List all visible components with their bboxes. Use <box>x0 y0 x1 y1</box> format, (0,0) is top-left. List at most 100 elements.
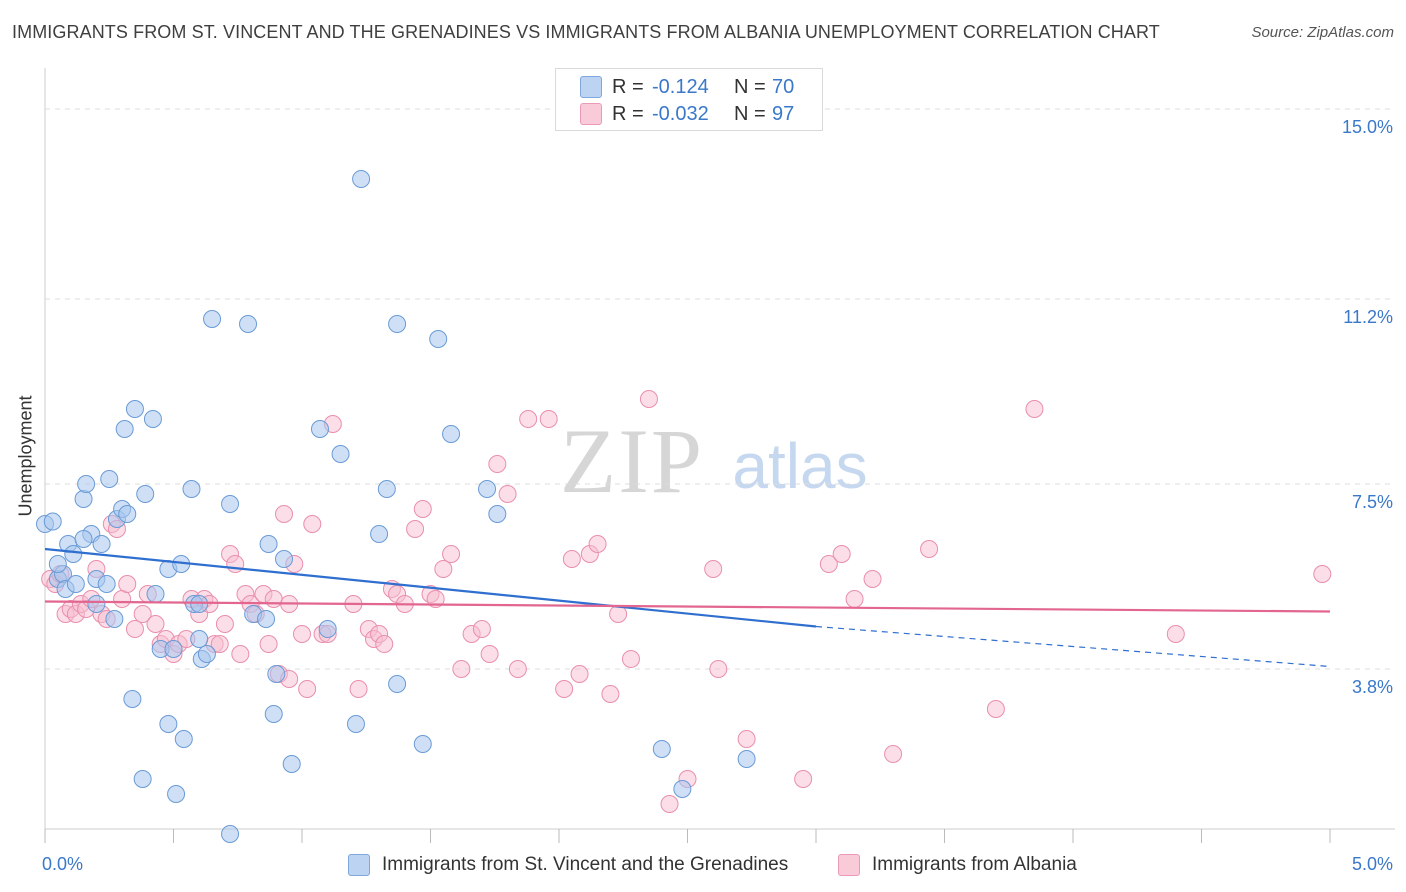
point-vincent <box>673 780 692 798</box>
point-albania <box>113 590 132 608</box>
point-vincent <box>370 525 389 543</box>
point-vincent <box>275 550 294 568</box>
bottom-legend-label-vincent: Immigrants from St. Vincent and the Gren… <box>382 854 789 875</box>
trend-line-vincent <box>44 547 817 628</box>
y-tick-label: 7.5% <box>1352 492 1393 512</box>
point-albania <box>215 615 234 633</box>
point-albania <box>539 410 558 428</box>
point-vincent <box>221 495 240 513</box>
legend-r-label: R = <box>612 75 644 98</box>
trend-line-albania <box>44 600 1331 613</box>
bottom-legend-albania: Immigrants from Albania <box>838 851 1077 879</box>
y-tick-label: 3.8% <box>1352 677 1393 697</box>
point-vincent <box>167 785 186 803</box>
point-vincent <box>318 620 337 638</box>
point-vincent <box>174 730 193 748</box>
bottom-legend-label-albania: Immigrants from Albania <box>872 854 1077 875</box>
point-albania <box>704 560 723 578</box>
point-albania <box>498 485 517 503</box>
point-albania <box>845 590 864 608</box>
point-albania <box>118 575 137 593</box>
legend-n-value: 97 <box>772 102 795 125</box>
point-vincent <box>123 690 142 708</box>
point-vincent <box>92 535 111 553</box>
point-vincent <box>388 675 407 693</box>
point-albania <box>488 455 507 473</box>
bottom-legend-vincent: Immigrants from St. Vincent and the Gren… <box>348 851 788 879</box>
point-albania <box>275 505 294 523</box>
point-vincent <box>143 410 162 428</box>
point-vincent <box>259 535 278 553</box>
bottom-legend-swatch-albania <box>838 854 860 876</box>
source-label: Source: ZipAtlas.com <box>1251 24 1394 41</box>
point-albania <box>884 745 903 763</box>
point-vincent <box>87 595 106 613</box>
legend-r-value: -0.124 <box>652 75 709 98</box>
point-albania <box>519 410 538 428</box>
point-vincent <box>737 750 756 768</box>
point-vincent <box>136 485 155 503</box>
point-albania <box>794 770 813 788</box>
point-albania <box>863 570 882 588</box>
point-albania <box>508 660 527 678</box>
point-vincent <box>282 755 301 773</box>
point-vincent <box>331 445 350 463</box>
point-vincent <box>77 475 96 493</box>
point-albania <box>639 390 658 408</box>
point-albania <box>1313 565 1332 583</box>
point-vincent <box>346 715 365 733</box>
point-albania <box>434 560 453 578</box>
point-vincent <box>74 490 93 508</box>
point-albania <box>125 620 144 638</box>
point-albania <box>293 625 311 643</box>
point-albania <box>1025 400 1044 418</box>
point-vincent <box>442 425 461 443</box>
point-vincent <box>310 420 329 438</box>
point-albania <box>555 680 574 698</box>
point-vincent <box>197 645 216 663</box>
y-axis-label: Unemployment <box>15 395 36 517</box>
legend-n-label: N = <box>734 102 766 125</box>
point-albania <box>349 680 368 698</box>
point-albania <box>231 645 250 663</box>
point-albania <box>601 685 620 703</box>
point-albania <box>832 545 851 563</box>
point-vincent <box>652 740 671 758</box>
y-tick-label: 11.2% <box>1343 307 1393 327</box>
point-albania <box>986 700 1005 718</box>
point-vincent <box>100 470 119 488</box>
point-albania <box>406 520 425 538</box>
point-vincent <box>190 630 209 648</box>
point-albania <box>472 620 491 638</box>
point-vincent <box>159 715 178 733</box>
point-vincent <box>164 640 183 658</box>
point-vincent <box>182 480 201 498</box>
legend-r-label: R = <box>612 102 644 125</box>
legend-r-value: -0.032 <box>652 102 709 125</box>
x-tick-label-max: 5.0% <box>1352 854 1393 874</box>
point-albania <box>920 540 939 558</box>
point-vincent <box>478 480 497 498</box>
point-vincent <box>133 770 152 788</box>
trend-line-vincent-projection <box>815 625 1331 668</box>
point-albania <box>562 550 581 568</box>
point-albania <box>452 660 471 678</box>
watermark-zip: ZIP <box>560 410 704 512</box>
point-albania <box>259 635 278 653</box>
point-albania <box>588 535 607 553</box>
point-albania <box>570 665 589 683</box>
legend-swatch-vincent <box>580 76 602 98</box>
point-vincent <box>413 735 432 753</box>
bottom-legend-swatch-vincent <box>348 854 370 876</box>
point-vincent <box>105 610 124 628</box>
point-vincent <box>125 400 144 418</box>
point-vincent <box>97 575 116 593</box>
point-albania <box>660 795 679 813</box>
point-albania <box>375 635 394 653</box>
point-albania <box>737 730 756 748</box>
point-albania <box>709 660 728 678</box>
point-vincent <box>221 825 240 843</box>
correlation-legend: R = -0.124 N = 70 R = -0.032 N = 97 <box>555 68 823 131</box>
point-vincent <box>48 555 67 573</box>
legend-swatch-albania <box>580 103 602 125</box>
